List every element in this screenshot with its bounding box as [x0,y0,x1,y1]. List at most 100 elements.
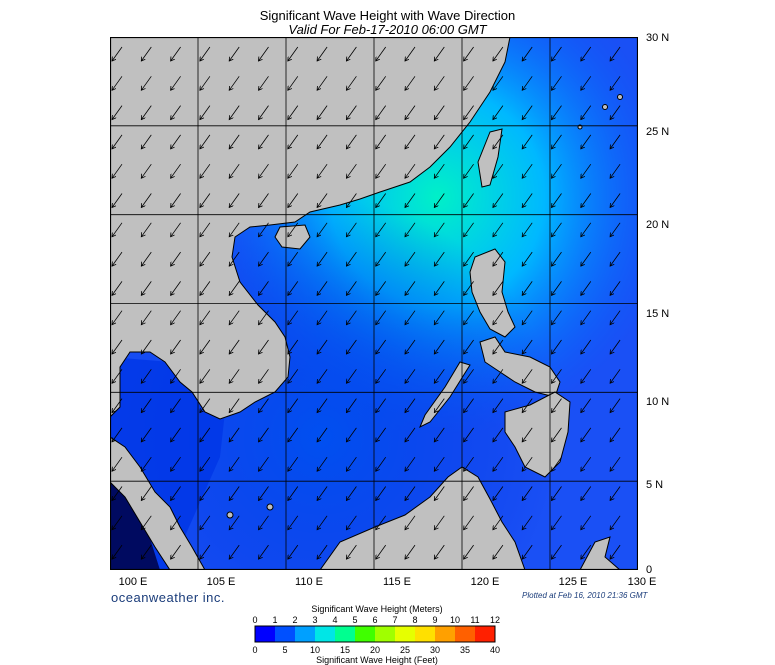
wave-arrow [346,398,357,413]
wave-arrow [229,222,240,237]
wave-arrow [376,193,387,208]
wave-arrow [493,134,504,149]
wave-arrow [434,486,445,501]
wave-arrow [171,427,181,442]
wave-arrow [581,222,592,237]
wave-arrow [288,544,299,559]
wave-arrow [405,456,416,471]
wave-arrow [288,486,299,501]
wave-arrow [259,281,269,295]
wave-arrow [464,310,474,325]
wave-arrow [552,193,562,208]
wave-arrow [259,76,269,90]
legend-color-step [355,626,376,642]
wave-arrow [288,369,299,383]
wave-arrow [141,46,152,61]
wave-arrow [376,222,387,237]
wave-arrow [171,134,181,149]
wave-arrow [376,427,387,442]
wave-arrow [552,456,562,471]
wave-arrow [200,281,211,295]
wave-arrow [200,46,211,61]
wave-arrow [317,76,328,90]
wave-arrow [141,134,152,149]
wave-arrow [610,310,621,325]
wave-arrow [610,339,621,354]
lat-label-20: 20 N [646,219,670,231]
wave-arrow [464,515,474,530]
wave-arrow [493,486,504,501]
wave-arrow [229,544,240,559]
wave-arrow [552,281,562,295]
wave-arrow [229,76,240,90]
lat-label-25: 25 N [646,126,670,138]
wave-arrow [259,251,269,266]
wave-arrow [200,369,211,383]
wave-arrow [229,515,240,530]
wave-arrow [288,281,299,295]
wave-arrow [552,222,562,237]
wave-arrow [405,251,416,266]
wave-arrow [259,456,269,471]
wave-arrow [522,46,533,61]
wave-arrow [552,105,562,120]
wave-arrow [464,456,474,471]
legend-color-step [455,626,476,642]
wave-arrow [552,486,562,501]
legend-meter-tick: 7 [392,615,397,625]
wave-arrow [171,222,181,237]
wave-arrow [112,486,123,501]
wave-arrow [259,46,269,61]
wave-arrow [112,105,123,120]
wave-arrow [288,134,299,149]
wave-arrow [259,222,269,237]
legend-feet-tick: 25 [400,645,410,655]
wave-arrow [141,427,152,442]
wave-arrow [229,427,240,442]
wave-arrow [346,544,357,559]
wave-arrow [581,163,592,178]
wave-arrow [200,222,211,237]
wave-arrow [405,46,416,61]
wave-arrow [581,310,592,325]
wave-arrow [288,427,299,442]
wave-arrow [141,515,152,530]
wave-arrow [112,544,123,559]
legend-color-step [415,626,436,642]
wave-arrow [141,398,152,413]
wave-arrow [346,193,357,208]
wave-arrow [581,134,592,149]
wave-arrow [200,339,211,354]
wave-arrow [493,46,504,61]
lon-label-120: 120 E [470,576,500,588]
wave-arrow [346,46,357,61]
wave-arrow [581,486,592,501]
wave-arrow [610,163,621,178]
wave-arrow [493,515,504,530]
legend-color-step [435,626,456,642]
wave-arrow [317,310,328,325]
wave-arrow [493,427,504,442]
legend-meter-tick: 2 [292,615,297,625]
wave-arrow [434,46,445,61]
wave-arrow [610,544,621,559]
lat-label-10: 10 N [646,396,670,408]
wave-arrow [522,105,533,120]
wave-arrow [141,369,152,383]
wave-arrow [581,456,592,471]
wave-arrow [552,46,562,61]
wave-arrow [376,544,387,559]
wave-arrow [317,134,328,149]
wave-arrow [317,339,328,354]
wave-arrow [464,427,474,442]
legend-color-step [335,626,356,642]
wave-arrow [464,369,474,383]
wave-arrow [112,456,123,471]
wave-arrow [229,134,240,149]
wave-arrow [288,251,299,266]
wave-arrow [141,105,152,120]
wave-arrow [112,222,123,237]
wave-arrow [522,515,533,530]
wave-arrow [171,105,181,120]
legend-meter-tick: 9 [432,615,437,625]
